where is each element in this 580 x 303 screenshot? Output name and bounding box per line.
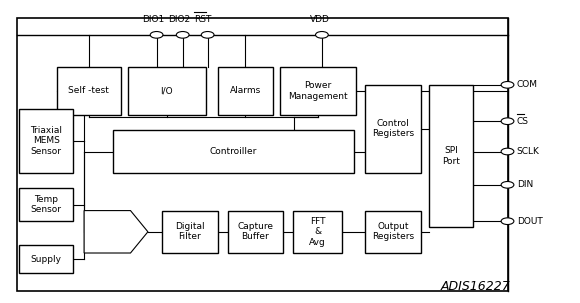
Text: COM: COM <box>517 80 538 89</box>
Text: Controiller: Controiller <box>210 147 257 156</box>
Text: SCLK: SCLK <box>517 147 539 156</box>
Circle shape <box>176 32 189 38</box>
Text: SPI
Port: SPI Port <box>442 146 460 166</box>
Text: Output
Registers: Output Registers <box>372 222 414 241</box>
FancyBboxPatch shape <box>365 211 420 253</box>
Text: Alarms: Alarms <box>230 86 260 95</box>
FancyBboxPatch shape <box>365 85 420 173</box>
Text: ADIS16227: ADIS16227 <box>441 280 510 293</box>
Circle shape <box>501 82 514 88</box>
Text: DIN: DIN <box>517 180 533 189</box>
FancyBboxPatch shape <box>280 67 356 115</box>
Text: Digital
Filter: Digital Filter <box>175 222 205 241</box>
Circle shape <box>501 218 514 225</box>
Polygon shape <box>84 211 148 253</box>
Circle shape <box>501 148 514 155</box>
FancyBboxPatch shape <box>128 67 206 115</box>
Text: Temp
Sensor: Temp Sensor <box>31 195 61 214</box>
Circle shape <box>501 181 514 188</box>
Text: VDD: VDD <box>310 15 330 24</box>
FancyBboxPatch shape <box>19 109 73 173</box>
Text: Capture
Buffer: Capture Buffer <box>237 222 274 241</box>
FancyBboxPatch shape <box>228 211 283 253</box>
Text: Triaxial
MEMS
Sensor: Triaxial MEMS Sensor <box>30 126 62 156</box>
Text: Control
Registers: Control Registers <box>372 119 414 138</box>
Text: I/O: I/O <box>161 86 173 95</box>
FancyBboxPatch shape <box>218 67 273 115</box>
Text: Self -test: Self -test <box>68 86 109 95</box>
Circle shape <box>501 118 514 125</box>
FancyBboxPatch shape <box>57 67 121 115</box>
Text: Power
Management: Power Management <box>288 81 347 101</box>
FancyBboxPatch shape <box>429 85 473 227</box>
Text: DOUT: DOUT <box>517 217 542 226</box>
FancyBboxPatch shape <box>113 130 354 173</box>
Circle shape <box>201 32 214 38</box>
FancyBboxPatch shape <box>19 188 73 221</box>
Circle shape <box>150 32 163 38</box>
Text: FFT
&
Avg: FFT & Avg <box>309 217 326 247</box>
FancyBboxPatch shape <box>293 211 342 253</box>
FancyBboxPatch shape <box>19 245 73 273</box>
Text: RST: RST <box>194 15 212 24</box>
Text: DIO1: DIO1 <box>142 15 164 24</box>
Text: DIO2: DIO2 <box>168 15 190 24</box>
Text: CS: CS <box>517 117 529 126</box>
Text: Supply: Supply <box>31 255 61 264</box>
FancyBboxPatch shape <box>162 211 218 253</box>
Circle shape <box>316 32 328 38</box>
